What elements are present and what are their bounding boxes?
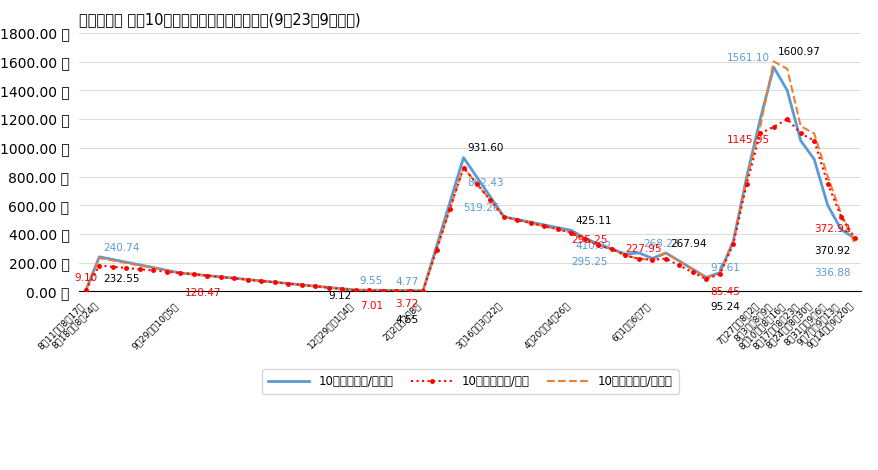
Text: 862.43: 862.43: [467, 179, 504, 188]
Text: 9.10: 9.10: [75, 273, 97, 283]
10万人あたり/足立区: [767, 64, 778, 70]
10万人あたり/東京都: [822, 174, 832, 180]
10万人あたり/足立区: [741, 174, 752, 180]
10万人あたり/足立区: [848, 235, 859, 241]
10万人あたり/足立区: [81, 287, 91, 293]
Text: 267.94: 267.94: [669, 239, 706, 249]
10万人あたり/東京都: [255, 278, 266, 284]
10万人あたり/東京都: [417, 288, 428, 294]
Text: 95.24: 95.24: [709, 302, 739, 313]
10万人あたり/東京都: [741, 177, 752, 182]
10万人あたり/東京都: [81, 287, 91, 293]
Text: 931.60: 931.60: [467, 143, 503, 153]
Text: 9.12: 9.12: [327, 291, 351, 301]
10万人あたり/東京都: [660, 250, 671, 256]
Text: 372.92: 372.92: [813, 224, 850, 234]
Text: 1600.97: 1600.97: [777, 47, 820, 57]
Text: 232.55: 232.55: [104, 274, 140, 283]
Line: 10万人あたり/全国: 10万人あたり/全国: [84, 118, 855, 293]
10万人あたり/全国: [660, 256, 671, 261]
10万人あたり/足立区: [269, 279, 279, 285]
10万人あたり/全国: [81, 287, 91, 293]
Text: 295.25: 295.25: [571, 235, 607, 245]
10万人あたり/足立区: [255, 278, 266, 284]
10万人あたり/足立区: [660, 250, 671, 256]
Text: 4.77: 4.77: [395, 276, 419, 287]
10万人あたり/東京都: [767, 59, 778, 64]
Text: 128.47: 128.47: [184, 288, 220, 298]
10万人あたり/全国: [255, 278, 266, 284]
10万人あたり/全国: [741, 181, 752, 187]
Text: 一週間毎の 人口10万人あたりの新規陽性者数(9月23日9時時点): 一週間毎の 人口10万人あたりの新規陽性者数(9月23日9時時点): [79, 13, 360, 28]
10万人あたり/全国: [269, 280, 279, 285]
Text: 519.26: 519.26: [463, 203, 500, 212]
10万人あたり/足立区: [417, 288, 428, 294]
Text: 410.02: 410.02: [575, 241, 611, 251]
10万人あたり/全国: [417, 288, 428, 294]
10万人あたり/全国: [606, 246, 616, 252]
10万人あたり/東京都: [269, 279, 279, 285]
Text: 1561.10: 1561.10: [726, 53, 769, 63]
Text: 7.01: 7.01: [359, 301, 383, 311]
Text: 227.95: 227.95: [624, 244, 661, 254]
Text: 370.92: 370.92: [813, 246, 850, 256]
Line: 10万人あたり/足立区: 10万人あたり/足立区: [86, 67, 853, 291]
10万人あたり/足立区: [606, 246, 616, 252]
Text: 1145.95: 1145.95: [725, 135, 769, 145]
10万人あたり/東京都: [848, 240, 859, 246]
Text: 295.25: 295.25: [571, 257, 607, 267]
Text: 336.88: 336.88: [813, 268, 850, 278]
Text: 4.55: 4.55: [395, 315, 419, 325]
10万人あたり/全国: [848, 235, 859, 241]
10万人あたり/足立区: [822, 203, 832, 208]
Line: 10万人あたり/東京都: 10万人あたり/東京都: [86, 62, 853, 291]
Legend: 10万人あたり/足立区, 10万人あたり/全国, 10万人あたり/東京都: 10万人あたり/足立区, 10万人あたり/全国, 10万人あたり/東京都: [262, 369, 678, 394]
Text: 85.45: 85.45: [709, 287, 739, 297]
10万人あたり/東京都: [606, 246, 616, 252]
Text: 97.61: 97.61: [709, 263, 739, 273]
Text: 9.55: 9.55: [359, 276, 383, 286]
Text: 3.72: 3.72: [395, 299, 419, 309]
Text: 268.23: 268.23: [643, 239, 679, 249]
Text: 240.74: 240.74: [104, 243, 140, 253]
Text: 425.11: 425.11: [575, 216, 611, 226]
10万人あたり/全国: [822, 181, 832, 187]
10万人あたり/全国: [781, 116, 792, 122]
